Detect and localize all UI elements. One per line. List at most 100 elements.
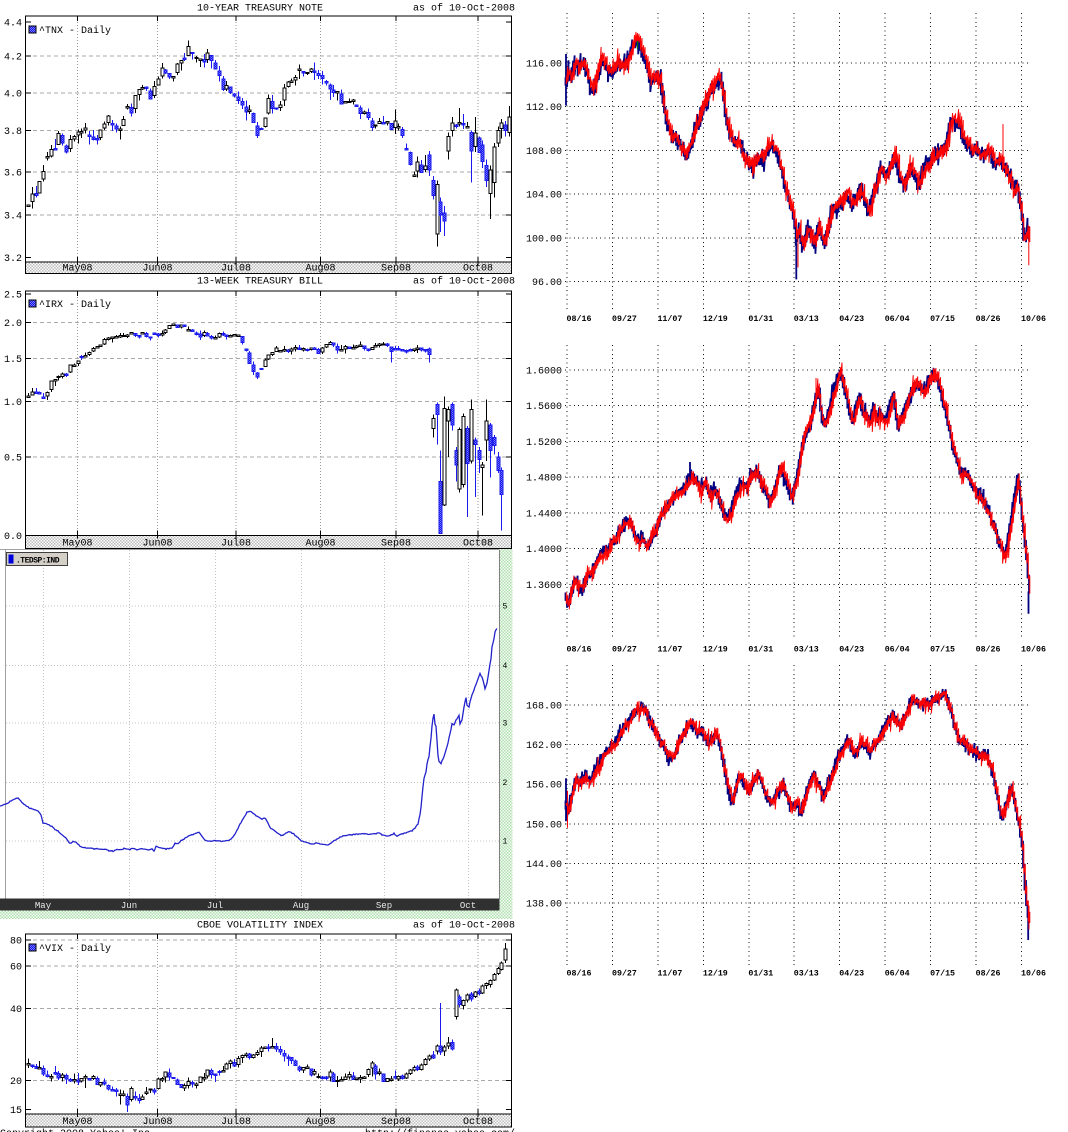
svg-text:01/31: 01/31 bbox=[748, 969, 773, 979]
svg-text:138.00: 138.00 bbox=[526, 900, 562, 911]
svg-text:Jul08: Jul08 bbox=[221, 538, 251, 550]
svg-text:Jun08: Jun08 bbox=[142, 1117, 172, 1128]
svg-text:May: May bbox=[35, 901, 52, 911]
svg-text:96.00: 96.00 bbox=[532, 278, 562, 289]
svg-text:11/07: 11/07 bbox=[657, 969, 682, 979]
svg-text:156.00: 156.00 bbox=[526, 781, 562, 792]
svg-text:1.5: 1.5 bbox=[4, 355, 22, 366]
svg-text:168.00: 168.00 bbox=[526, 702, 562, 713]
svg-text:112.00: 112.00 bbox=[526, 103, 562, 114]
svg-text:60: 60 bbox=[10, 963, 22, 974]
svg-text:3.2: 3.2 bbox=[4, 254, 22, 265]
svg-text:12/19: 12/19 bbox=[703, 645, 728, 655]
svg-text:10/06: 10/06 bbox=[1021, 645, 1046, 655]
svg-text:116.00: 116.00 bbox=[526, 59, 562, 70]
svg-text:1.4000: 1.4000 bbox=[526, 545, 562, 556]
svg-text:0.5: 0.5 bbox=[4, 454, 22, 465]
svg-text:1.5200: 1.5200 bbox=[526, 438, 562, 449]
svg-text:162.00: 162.00 bbox=[526, 741, 562, 752]
svg-text:4: 4 bbox=[503, 662, 508, 671]
svg-text:06/04: 06/04 bbox=[885, 314, 910, 324]
svg-text:May08: May08 bbox=[62, 539, 92, 550]
svg-text:08/16: 08/16 bbox=[567, 969, 592, 979]
svg-text:1.3600: 1.3600 bbox=[526, 581, 562, 592]
svg-text:01/31: 01/31 bbox=[748, 314, 773, 324]
svg-text:^TNX - Daily: ^TNX - Daily bbox=[39, 25, 111, 37]
svg-text:15: 15 bbox=[10, 1106, 22, 1117]
svg-text:04/23: 04/23 bbox=[839, 969, 864, 979]
svg-text:12/19: 12/19 bbox=[703, 314, 728, 324]
svg-text:Oct08: Oct08 bbox=[463, 1117, 493, 1128]
svg-text:Copyright 2008 Yahoo! Inc.: Copyright 2008 Yahoo! Inc. bbox=[0, 1128, 156, 1132]
svg-text:40: 40 bbox=[10, 1005, 22, 1016]
svg-text:06/04: 06/04 bbox=[885, 969, 910, 979]
svg-text:09/27: 09/27 bbox=[612, 314, 637, 324]
svg-text:4.0: 4.0 bbox=[4, 90, 22, 101]
svg-text:08/26: 08/26 bbox=[976, 645, 1001, 655]
svg-text:08/16: 08/16 bbox=[567, 314, 592, 324]
svg-text:150.00: 150.00 bbox=[526, 820, 562, 831]
svg-text:1.4800: 1.4800 bbox=[526, 474, 562, 485]
svg-text:5: 5 bbox=[503, 603, 508, 612]
svg-text:144.00: 144.00 bbox=[526, 860, 562, 871]
svg-text:11/07: 11/07 bbox=[657, 314, 682, 324]
svg-text:1.4400: 1.4400 bbox=[526, 509, 562, 520]
svg-text:Jul: Jul bbox=[207, 901, 223, 911]
svg-text:08/26: 08/26 bbox=[976, 314, 1001, 324]
svg-text:as of 10-Oct-2008: as of 10-Oct-2008 bbox=[413, 276, 515, 288]
svg-text:07/15: 07/15 bbox=[930, 314, 955, 324]
svg-text:Jun: Jun bbox=[121, 901, 137, 911]
svg-text:2: 2 bbox=[503, 779, 508, 788]
svg-text:104.00: 104.00 bbox=[526, 191, 562, 202]
svg-text:^IRX - Daily: ^IRX - Daily bbox=[39, 299, 111, 311]
svg-text:as of 10-Oct-2008: as of 10-Oct-2008 bbox=[413, 3, 515, 15]
svg-text:Sep08: Sep08 bbox=[381, 1117, 411, 1128]
svg-text:2.0: 2.0 bbox=[4, 319, 22, 330]
svg-text:03/13: 03/13 bbox=[794, 314, 819, 324]
svg-text:20: 20 bbox=[10, 1077, 22, 1088]
svg-text:08/16: 08/16 bbox=[567, 645, 592, 655]
svg-text:4.4: 4.4 bbox=[4, 19, 22, 30]
svg-text:03/13: 03/13 bbox=[794, 645, 819, 655]
svg-text:09/27: 09/27 bbox=[612, 969, 637, 979]
svg-text:1.5600: 1.5600 bbox=[526, 402, 562, 413]
svg-text:1: 1 bbox=[503, 838, 508, 847]
svg-text:Aug08: Aug08 bbox=[305, 539, 335, 550]
svg-text:Jul08: Jul08 bbox=[221, 263, 251, 275]
svg-text:Aug: Aug bbox=[293, 901, 309, 911]
svg-text:May08: May08 bbox=[62, 264, 92, 275]
svg-text:2.5: 2.5 bbox=[4, 291, 22, 302]
svg-text:3.8: 3.8 bbox=[4, 127, 22, 138]
svg-text:04/23: 04/23 bbox=[839, 314, 864, 324]
svg-text:May08: May08 bbox=[62, 1117, 92, 1128]
svg-text:Aug08: Aug08 bbox=[305, 264, 335, 275]
svg-text:Aug08: Aug08 bbox=[305, 1117, 335, 1128]
svg-text:Sep08: Sep08 bbox=[381, 264, 411, 275]
svg-text:Jun08: Jun08 bbox=[142, 264, 172, 275]
svg-text:10/06: 10/06 bbox=[1021, 969, 1046, 979]
svg-text:80: 80 bbox=[10, 937, 22, 948]
svg-text:http://finance.yahoo.com/: http://finance.yahoo.com/ bbox=[365, 1128, 515, 1132]
svg-text:1.6000: 1.6000 bbox=[526, 367, 562, 378]
svg-text:08/26: 08/26 bbox=[976, 969, 1001, 979]
svg-text:100.00: 100.00 bbox=[526, 234, 562, 245]
svg-text:Jun08: Jun08 bbox=[142, 539, 172, 550]
svg-text:1.0: 1.0 bbox=[4, 398, 22, 409]
svg-text:13-WEEK TREASURY BILL: 13-WEEK TREASURY BILL bbox=[197, 277, 323, 288]
svg-text:10-YEAR TREASURY NOTE: 10-YEAR TREASURY NOTE bbox=[197, 4, 323, 15]
svg-text:Sep: Sep bbox=[376, 901, 392, 911]
svg-text:3.4: 3.4 bbox=[4, 212, 22, 223]
svg-text:Oct08: Oct08 bbox=[463, 539, 493, 550]
svg-text:09/27: 09/27 bbox=[612, 645, 637, 655]
svg-text:Oct08: Oct08 bbox=[463, 264, 493, 275]
svg-text:.TEDSP:IND: .TEDSP:IND bbox=[16, 557, 60, 566]
svg-text:3: 3 bbox=[503, 720, 508, 729]
svg-text:12/19: 12/19 bbox=[703, 969, 728, 979]
svg-text:03/13: 03/13 bbox=[794, 969, 819, 979]
svg-text:04/23: 04/23 bbox=[839, 645, 864, 655]
svg-text:Sep08: Sep08 bbox=[381, 539, 411, 550]
svg-text:10/06: 10/06 bbox=[1021, 314, 1046, 324]
svg-text:06/04: 06/04 bbox=[885, 645, 910, 655]
svg-text:CBOE VOLATILITY INDEX: CBOE VOLATILITY INDEX bbox=[197, 921, 323, 932]
svg-text:4.2: 4.2 bbox=[4, 53, 22, 64]
